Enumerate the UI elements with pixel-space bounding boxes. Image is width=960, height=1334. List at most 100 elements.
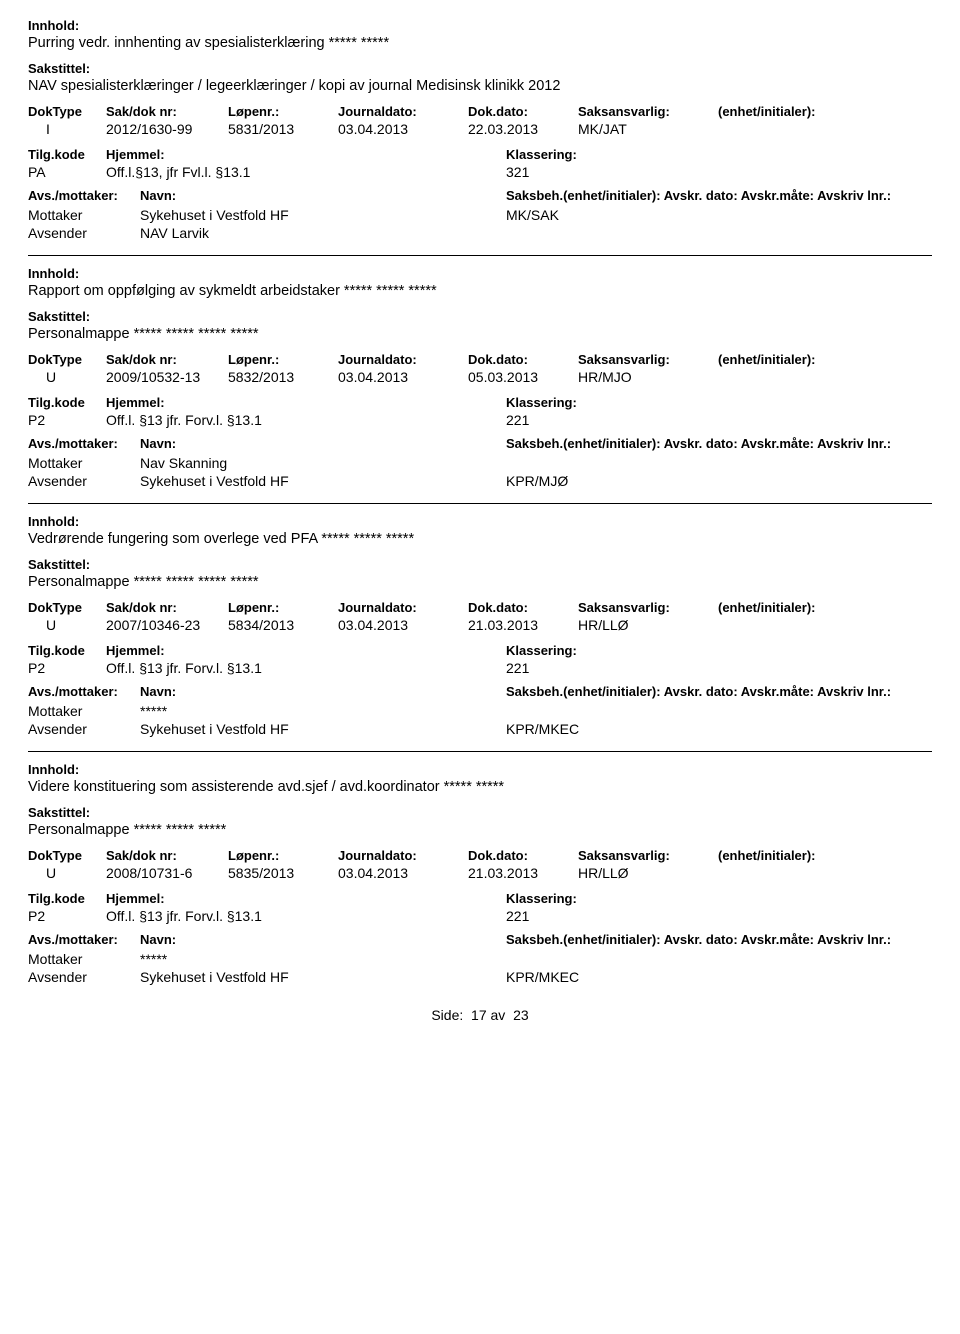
val-enhet [718,865,868,881]
row2-values: P2 Off.l. §13 jfr. Forv.l. §13.1 221 [28,660,932,676]
val-dokdato: 21.03.2013 [468,865,578,881]
innhold-label: Innhold: [28,18,932,33]
col-doktype: DokType [28,600,106,615]
mottaker-code: MK/SAK [506,207,932,223]
sakstittel-label: Sakstittel: [28,557,932,572]
role-mottaker: Mottaker [28,951,140,967]
mottaker-row: Mottaker ***** [28,703,932,719]
val-saksansvarlig: HR/MJO [578,369,718,385]
val-tilgkode: PA [28,164,106,180]
col-journaldato: Journaldato: [338,104,468,119]
val-doktype: U [28,369,106,385]
innhold-label: Innhold: [28,266,932,281]
innhold-label: Innhold: [28,762,932,777]
val-journaldato: 03.04.2013 [338,369,468,385]
col-lopenr: Løpenr.: [228,352,338,367]
avsender-code: KPR/MKEC [506,969,932,985]
val-lopenr: 5834/2013 [228,617,338,633]
val-journaldato: 03.04.2013 [338,617,468,633]
col-dokdato: Dok.dato: [468,104,578,119]
col-enhet: (enhet/initialer): [718,600,868,615]
col-saksbeh: Saksbeh.(enhet/initialer): Avskr. dato: … [506,684,932,699]
sakstittel-text: Personalmappe ***** ***** ***** ***** [28,326,932,342]
page-number: 17 [471,1007,487,1023]
mottaker-code [506,951,932,967]
row3-headers: Avs./mottaker: Navn: Saksbeh.(enhet/init… [28,684,932,699]
val-enhet [718,369,868,385]
col-saksansvarlig: Saksansvarlig: [578,352,718,367]
mottaker-code [506,703,932,719]
col-hjemmel: Hjemmel: [106,891,506,906]
avsender-name: NAV Larvik [140,225,506,241]
row2-headers: Tilg.kode Hjemmel: Klassering: [28,395,932,410]
col-dokdato: Dok.dato: [468,848,578,863]
col-saksansvarlig: Saksansvarlig: [578,600,718,615]
col-saksansvarlig: Saksansvarlig: [578,104,718,119]
row2-headers: Tilg.kode Hjemmel: Klassering: [28,891,932,906]
col-saksbeh: Saksbeh.(enhet/initialer): Avskr. dato: … [506,932,932,947]
column-headers: DokType Sak/dok nr: Løpenr.: Journaldato… [28,352,932,367]
val-saknr: 2009/10532-13 [106,369,228,385]
val-saksansvarlig: HR/LLØ [578,865,718,881]
row3-headers: Avs./mottaker: Navn: Saksbeh.(enhet/init… [28,436,932,451]
row2-headers: Tilg.kode Hjemmel: Klassering: [28,643,932,658]
val-journaldato: 03.04.2013 [338,121,468,137]
col-tilgkode: Tilg.kode [28,643,106,658]
row2-values: P2 Off.l. §13 jfr. Forv.l. §13.1 221 [28,412,932,428]
mottaker-name: ***** [140,703,506,719]
val-lopenr: 5831/2013 [228,121,338,137]
col-saknr: Sak/dok nr: [106,848,228,863]
col-dokdato: Dok.dato: [468,600,578,615]
row2-headers: Tilg.kode Hjemmel: Klassering: [28,147,932,162]
journal-record: Innhold: Rapport om oppfølging av sykmel… [28,266,932,489]
val-saknr: 2008/10731-6 [106,865,228,881]
mottaker-row: Mottaker ***** [28,951,932,967]
val-doktype: U [28,617,106,633]
col-saknr: Sak/dok nr: [106,352,228,367]
col-saknr: Sak/dok nr: [106,600,228,615]
role-mottaker: Mottaker [28,703,140,719]
role-avsender: Avsender [28,969,140,985]
val-hjemmel: Off.l. §13 jfr. Forv.l. §13.1 [106,660,506,676]
col-klassering: Klassering: [506,147,706,162]
record-separator [28,255,932,256]
val-klassering: 321 [506,164,706,180]
journal-record: Innhold: Videre konstituering som assist… [28,762,932,985]
col-avsmottaker: Avs./mottaker: [28,932,140,947]
innhold-text: Videre konstituering som assisterende av… [28,779,932,795]
column-values: I 2012/1630-99 5831/2013 03.04.2013 22.0… [28,121,932,137]
col-doktype: DokType [28,352,106,367]
col-klassering: Klassering: [506,395,706,410]
innhold-label: Innhold: [28,514,932,529]
col-navn: Navn: [140,436,506,451]
av-label: av [491,1007,506,1023]
val-doktype: I [28,121,106,137]
page-footer: Side: 17 av 23 [28,1007,932,1023]
row3-headers: Avs./mottaker: Navn: Saksbeh.(enhet/init… [28,932,932,947]
row3-headers: Avs./mottaker: Navn: Saksbeh.(enhet/init… [28,188,932,203]
column-headers: DokType Sak/dok nr: Løpenr.: Journaldato… [28,600,932,615]
col-saksbeh: Saksbeh.(enhet/initialer): Avskr. dato: … [506,436,932,451]
mottaker-name: Sykehuset i Vestfold HF [140,207,506,223]
sakstittel-label: Sakstittel: [28,309,932,324]
page-total: 23 [513,1007,529,1023]
sakstittel-label: Sakstittel: [28,805,932,820]
avsender-name: Sykehuset i Vestfold HF [140,969,506,985]
val-lopenr: 5832/2013 [228,369,338,385]
mottaker-name: ***** [140,951,506,967]
val-tilgkode: P2 [28,908,106,924]
val-saksansvarlig: MK/JAT [578,121,718,137]
col-doktype: DokType [28,848,106,863]
col-tilgkode: Tilg.kode [28,395,106,410]
innhold-text: Purring vedr. innhenting av spesialister… [28,35,932,51]
col-saksansvarlig: Saksansvarlig: [578,848,718,863]
role-mottaker: Mottaker [28,207,140,223]
val-dokdato: 22.03.2013 [468,121,578,137]
col-navn: Navn: [140,932,506,947]
journal-record: Innhold: Vedrørende fungering som overle… [28,514,932,737]
column-values: U 2009/10532-13 5832/2013 03.04.2013 05.… [28,369,932,385]
col-klassering: Klassering: [506,643,706,658]
val-klassering: 221 [506,660,706,676]
col-avsmottaker: Avs./mottaker: [28,684,140,699]
val-tilgkode: P2 [28,412,106,428]
